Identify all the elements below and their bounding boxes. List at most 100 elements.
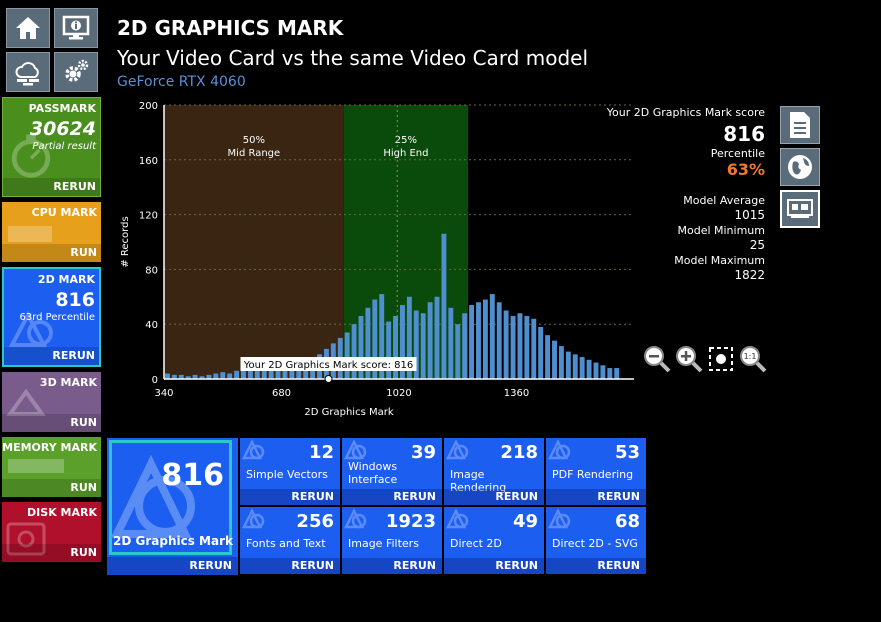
histogram-bar (171, 374, 177, 379)
histogram-bar (531, 318, 537, 379)
histogram-bar (393, 315, 398, 379)
histogram-bar (614, 368, 620, 379)
2d-shapes-icon (344, 439, 367, 460)
y-tick-label: 0 (152, 375, 158, 386)
x-tick-label: 340 (154, 388, 173, 399)
document-icon (790, 112, 810, 138)
model-maximum-value: 1822 (734, 268, 765, 282)
histogram-bar (351, 324, 357, 379)
subtest-tile[interactable]: 68 Direct 2D - SVG RERUN (546, 507, 646, 574)
cpu-icon (8, 226, 52, 242)
video-card-button[interactable] (780, 190, 820, 228)
2d-mark-tile[interactable]: 2D MARK 816 63rd Percentile RERUN (2, 267, 101, 367)
disk-run-button[interactable]: RUN (70, 546, 97, 559)
histogram-bar (552, 340, 557, 379)
passmark-sub: Partial result (32, 141, 96, 152)
system-info-button[interactable] (54, 8, 98, 48)
passmark-tile[interactable]: PASSMARK 30624 Partial result RERUN (2, 97, 101, 197)
subtest-tile[interactable]: 53 PDF Rendering RERUN (546, 438, 646, 505)
histogram-bar (282, 363, 288, 379)
disk-mark-tile[interactable]: DISK MARK RUN (2, 502, 101, 562)
band-percent-label: 25% (395, 135, 417, 146)
zoom-fit-icon[interactable] (706, 344, 736, 374)
cloud-icon (15, 62, 39, 86)
memory-mark-tile[interactable]: MEMORY MARK RUN (2, 437, 101, 497)
subtest-rerun-button[interactable]: RERUN (393, 559, 436, 572)
home-icon (16, 17, 40, 39)
3d-mark-tile[interactable]: 3D MARK RUN (2, 372, 101, 432)
home-button[interactable] (6, 8, 50, 48)
histogram-bar (261, 366, 267, 379)
3d-run-button[interactable]: RUN (70, 416, 97, 429)
histogram-bar (476, 302, 481, 379)
2d-graphics-mark-rerun-button[interactable]: RERUN (189, 559, 232, 572)
cloud-button[interactable] (6, 52, 50, 92)
x-tick-label: 680 (272, 388, 291, 399)
score-marker-box (240, 357, 417, 371)
subtest-rerun-button[interactable]: RERUN (597, 490, 640, 503)
2d-graphics-mark-value: 816 (161, 458, 224, 493)
x-tick-label: 1020 (386, 388, 411, 399)
y-axis-label: # Records (120, 216, 131, 267)
main-tile-highlight (109, 440, 232, 555)
3d-cube-icon (6, 388, 46, 416)
subtest-rerun-button[interactable]: RERUN (291, 490, 334, 503)
subtest-value: 53 (614, 442, 640, 463)
subtest-tile[interactable]: 12 Simple Vectors RERUN (240, 438, 340, 505)
subtest-tile[interactable]: 39 Windows Interface RERUN (342, 438, 442, 505)
subtest-rerun-button[interactable]: RERUN (597, 559, 640, 572)
subtest-action-bar (546, 489, 646, 505)
export-button[interactable] (780, 106, 820, 144)
subtest-action-bar (444, 489, 544, 505)
subtest-label: PDF Rendering (552, 468, 634, 481)
histogram-bar (206, 374, 212, 379)
subtest-rerun-button[interactable]: RERUN (291, 559, 334, 572)
zoom-reset-icon[interactable]: 1:1 (738, 344, 768, 374)
passmark-rerun-button[interactable]: RERUN (53, 180, 96, 193)
cpu-mark-tile[interactable]: CPU MARK RUN (2, 202, 101, 262)
histogram-bar (482, 299, 488, 379)
histogram-bar (185, 376, 191, 379)
y-tick-label: 120 (139, 211, 158, 222)
subtest-rerun-button[interactable]: RERUN (393, 490, 436, 503)
subtest-rerun-button[interactable]: RERUN (495, 490, 538, 503)
percentile-value: 63% (726, 160, 765, 179)
page-title: 2D GRAPHICS MARK (117, 16, 344, 40)
globe-icon (788, 155, 812, 179)
settings-button[interactable] (54, 52, 98, 92)
subtest-tile[interactable]: 256 Fonts and Text RERUN (240, 507, 340, 574)
2d-graphics-mark-main-tile[interactable]: 816 2D Graphics Mark RERUN (107, 438, 238, 575)
subtest-rerun-button[interactable]: RERUN (495, 559, 538, 572)
y-tick-label: 40 (145, 320, 158, 331)
subtest-value: 49 (512, 511, 538, 532)
subtest-tile[interactable]: 49 Direct 2D RERUN (444, 507, 544, 574)
histogram-bar (178, 374, 184, 379)
band-range-label: Mid Range (228, 148, 281, 159)
histogram-bar (220, 372, 226, 379)
subtest-value: 12 (308, 442, 334, 463)
2d-mark-percentile: 63rd Percentile (19, 312, 95, 323)
subtest-value: 218 (500, 442, 538, 463)
histogram-bar (586, 359, 592, 379)
histogram-bar (400, 305, 405, 379)
histogram-bar (593, 362, 599, 379)
zoom-in-icon[interactable] (674, 344, 704, 374)
histogram-bar (199, 376, 205, 379)
histogram-bar (565, 351, 571, 379)
subtest-label: Direct 2D (450, 537, 502, 550)
histogram-bar (558, 346, 564, 379)
2d-rerun-button[interactable]: RERUN (52, 349, 95, 362)
zoom-out-icon[interactable] (642, 344, 672, 374)
x-axis-label: 2D Graphics Mark (304, 407, 393, 418)
online-compare-button[interactable] (780, 148, 820, 186)
subtest-tile[interactable]: 218 Image Rendering RERUN (444, 438, 544, 505)
2d-shapes-icon (548, 508, 571, 529)
subtest-action-bar (240, 489, 340, 505)
subtest-tile[interactable]: 1923 Image Filters RERUN (342, 507, 442, 574)
memory-run-button[interactable]: RUN (70, 481, 97, 494)
cpu-run-button[interactable]: RUN (70, 246, 97, 259)
subtest-label: Simple Vectors (246, 468, 328, 481)
x-tick-label: 1360 (504, 388, 529, 399)
2d-mark-label: 2D MARK (37, 273, 95, 286)
histogram-bar (344, 332, 350, 379)
